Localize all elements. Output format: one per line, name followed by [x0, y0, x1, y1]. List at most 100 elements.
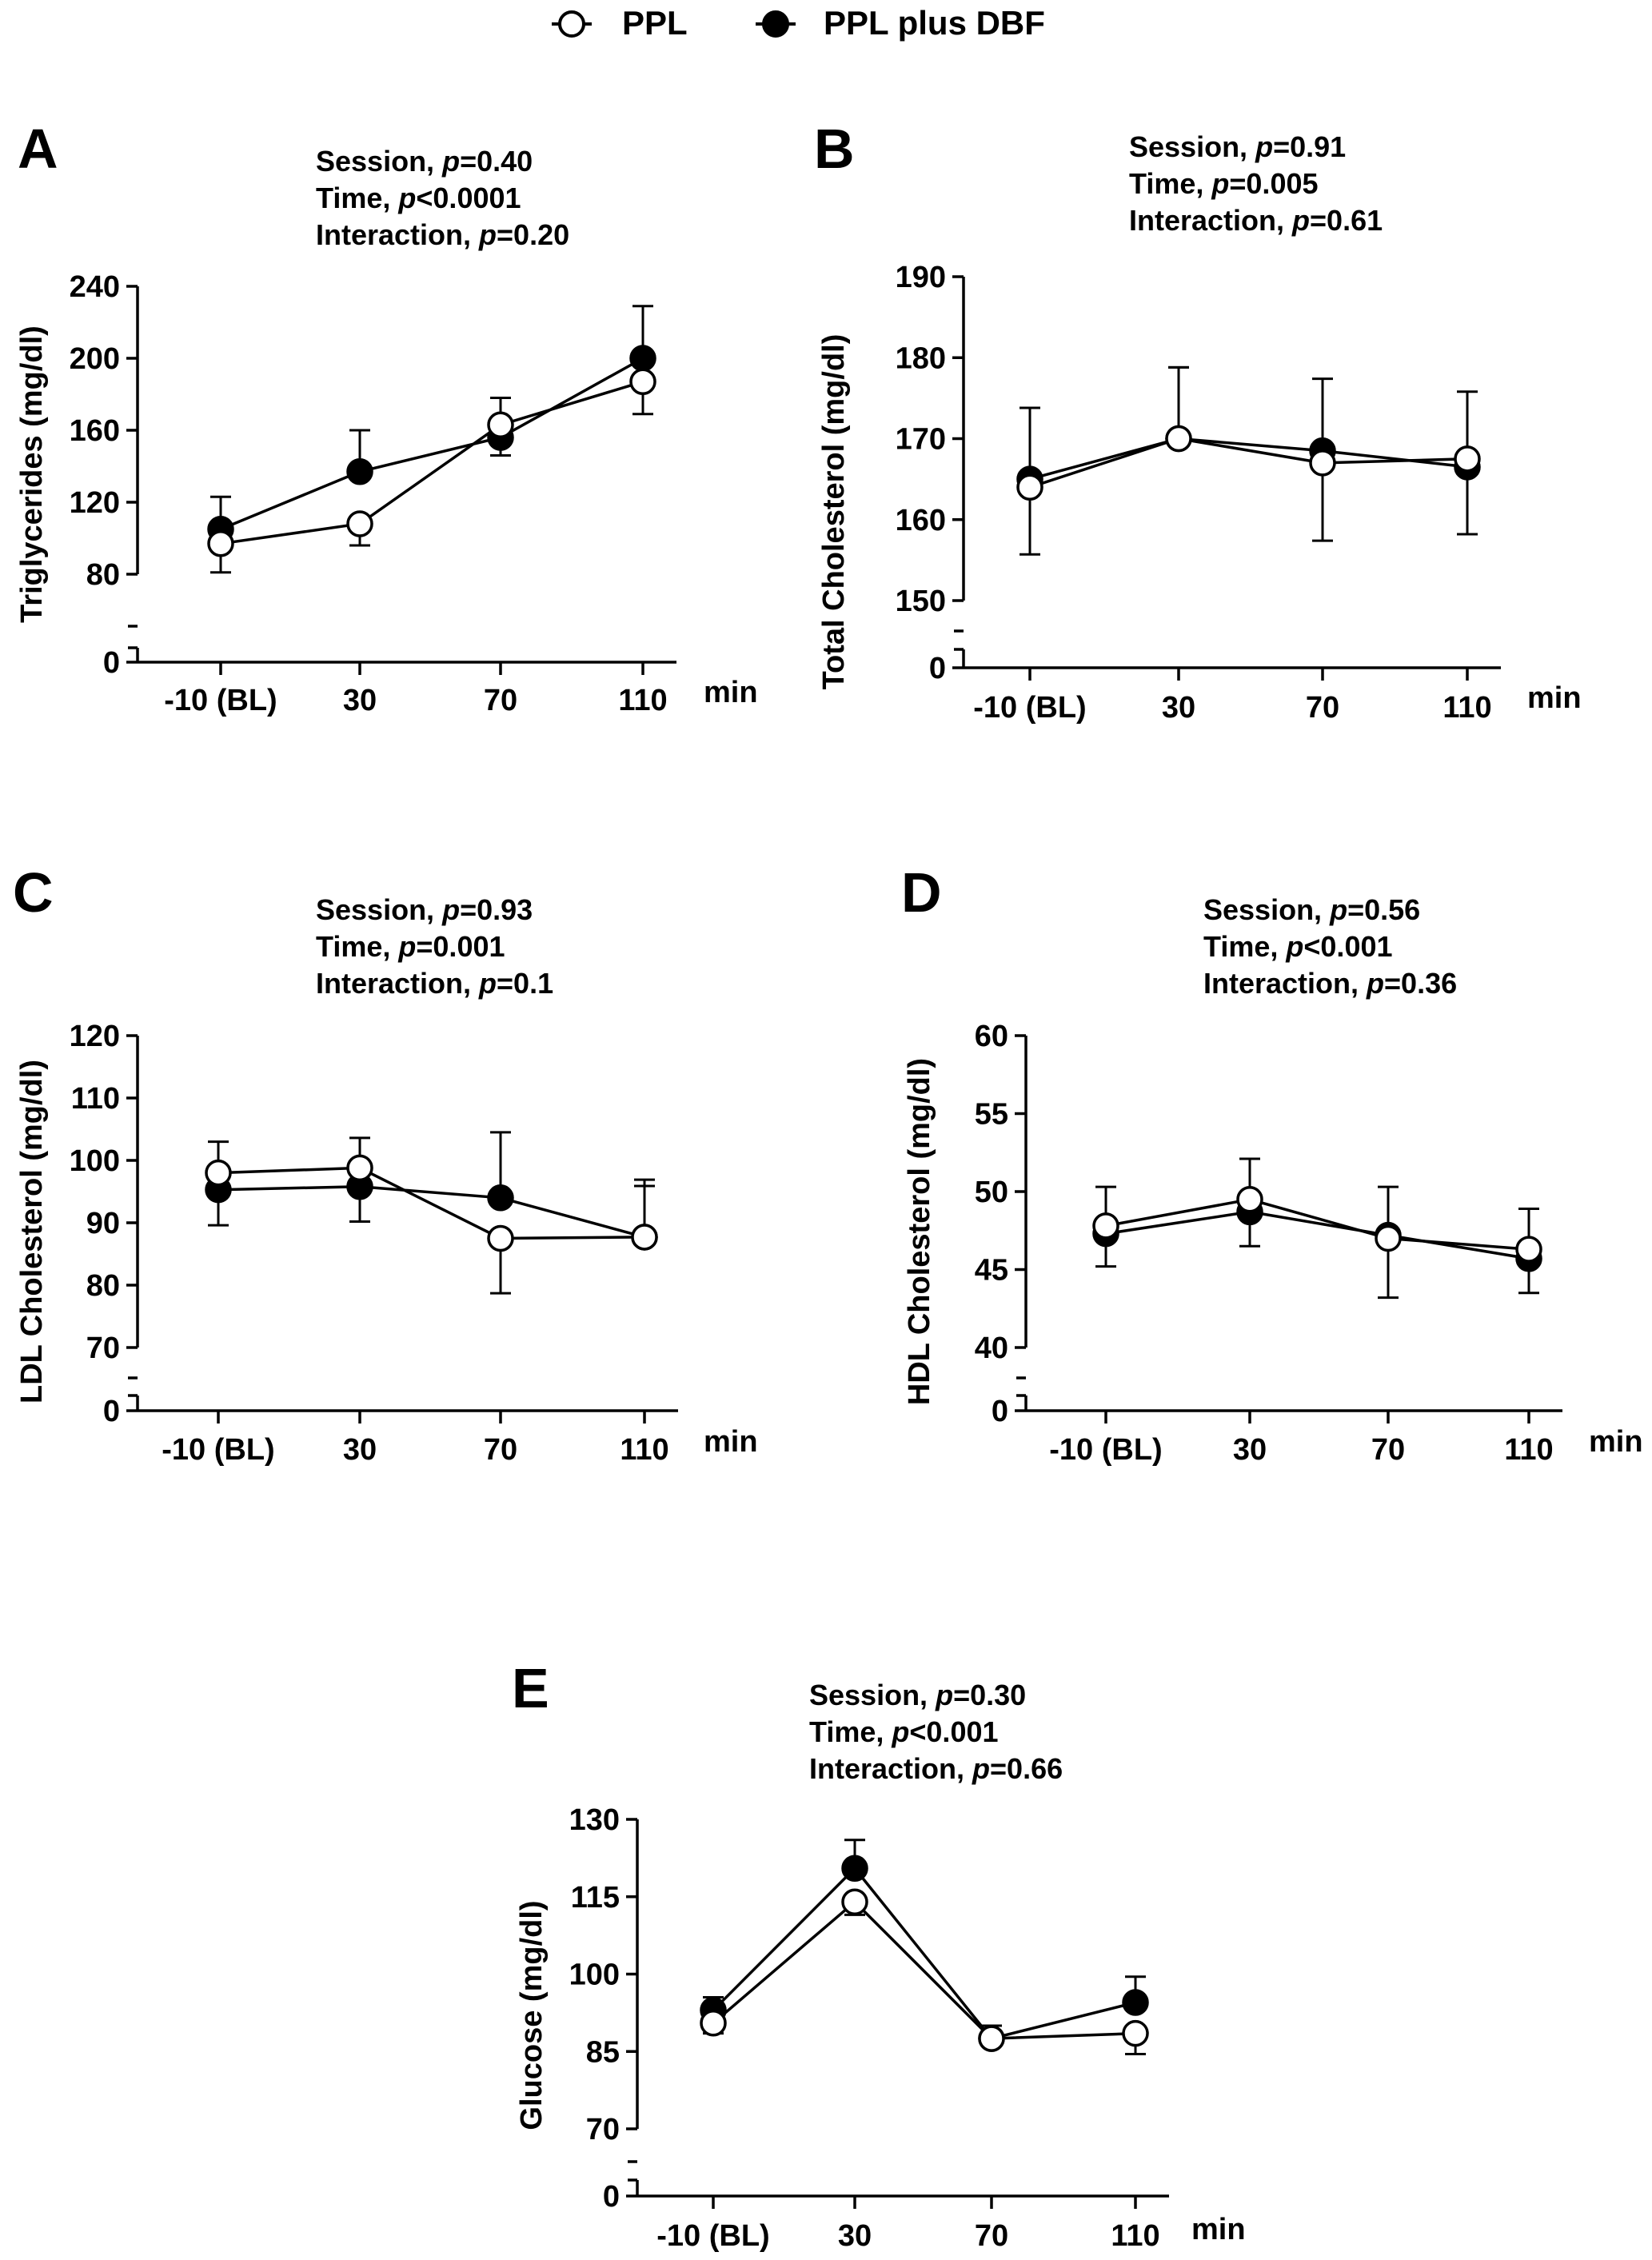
y-axis-label-b: Total Cholesterol (mg/dl)	[817, 334, 851, 690]
legend-marker-ppl-plus-dbf	[762, 10, 789, 38]
stats-label: Interaction,	[316, 218, 479, 251]
data-point-d-ppl	[1236, 1186, 1263, 1213]
stats-p: p	[1366, 967, 1384, 1000]
stats-value: =0.001	[416, 930, 505, 963]
y-tick-label-e: 85	[586, 2035, 620, 2069]
stats-line-d-2: Time, p<0.001	[1203, 930, 1393, 963]
data-point-e-ppl	[1122, 2019, 1149, 2047]
stats-value: =0.93	[460, 893, 533, 926]
stats-label: Time,	[316, 930, 398, 963]
y-tick-label-c: 120	[70, 1020, 120, 1053]
stats-p: p	[972, 1752, 990, 1785]
x-axis-label-b: min	[1527, 681, 1582, 715]
data-point-e-ppl	[978, 2025, 1005, 2052]
legend-marker-ppl	[558, 10, 585, 38]
data-point-a-ppl	[487, 411, 514, 438]
data-point-d-ppl	[1092, 1212, 1119, 1240]
stats-line-c-2: Time, p=0.001	[316, 930, 505, 963]
stats-line-e-1: Session, p=0.30	[809, 1679, 1026, 1711]
x-tick-label-d: 110	[1504, 1433, 1553, 1467]
y-axis-label-e: Glucose (mg/dl)	[515, 1900, 549, 2130]
y-tick-label-d: 45	[975, 1254, 1008, 1288]
y-tick-label-c: 70	[86, 1332, 120, 1365]
data-point-e-ppl-plus-dbf	[841, 1855, 868, 1883]
data-point-a-ppl	[346, 510, 373, 537]
stats-line-a-3: Interaction, p=0.20	[316, 218, 569, 251]
legend-item-ppl-plus-dbf: PPL plus DBF	[756, 4, 1045, 42]
y-tick-label-e: 100	[569, 1959, 620, 1992]
y-tick-label-zero-e: 0	[603, 2180, 620, 2214]
y-tick-label-c: 110	[71, 1082, 120, 1116]
x-tick-label-c: 70	[484, 1433, 517, 1467]
series-line-c-ppl-plus-dbf	[217, 1185, 645, 1239]
y-tick-label-a: 240	[70, 270, 120, 304]
legend-label-ppl: PPL	[622, 4, 688, 42]
series-line-d-ppl-plus-dbf	[1105, 1210, 1530, 1260]
x-tick-label-e: -10 (BL)	[656, 2219, 769, 2253]
stats-p: p	[478, 218, 497, 251]
stats-value: =0.66	[990, 1752, 1063, 1785]
x-tick-label-c: 110	[620, 1433, 668, 1467]
x-tick-label-a: -10 (BL)	[164, 684, 277, 717]
y-tick-label-d: 50	[975, 1176, 1008, 1209]
data-point-a-ppl	[207, 530, 234, 557]
stats-value: =0.40	[460, 145, 533, 178]
x-axis-label-e: min	[1191, 2213, 1246, 2246]
stats-label: Session,	[1203, 893, 1330, 926]
series-line-a-ppl	[220, 380, 644, 545]
stats-line-b-2: Time, p=0.005	[1129, 167, 1319, 200]
stats-p: p	[1285, 930, 1303, 963]
data-point-b-ppl	[1016, 473, 1043, 501]
y-tick-label-d: 40	[975, 1332, 1008, 1365]
data-point-d-ppl	[1375, 1224, 1402, 1252]
data-point-b-ppl	[1165, 425, 1192, 453]
stats-p: p	[1329, 893, 1347, 926]
data-point-e-ppl-plus-dbf	[1122, 1989, 1149, 2016]
y-tick-label-zero-d: 0	[992, 1395, 1008, 1428]
stats-p: p	[478, 967, 497, 1000]
x-tick-label-a: 70	[484, 684, 517, 717]
x-tick-label-b: 110	[1443, 691, 1491, 725]
x-tick-label-e: 30	[838, 2219, 872, 2253]
stats-p: p	[891, 1715, 909, 1748]
stats-label: Interaction,	[316, 967, 479, 1000]
stats-line-a-2: Time, p<0.0001	[316, 182, 521, 214]
legend-item-ppl: PPL	[552, 4, 688, 42]
stats-value: =0.91	[1273, 130, 1346, 163]
x-tick-label-c: -10 (BL)	[162, 1433, 274, 1467]
stats-label: Session,	[316, 893, 442, 926]
y-tick-label-c: 80	[86, 1269, 120, 1303]
y-tick-label-d: 55	[975, 1098, 1008, 1132]
panel-letter-b: B	[814, 118, 855, 180]
y-tick-label-zero-a: 0	[103, 646, 120, 680]
stats-p: p	[441, 893, 460, 926]
y-tick-label-b: 190	[896, 261, 946, 294]
y-tick-label-b: 150	[896, 585, 946, 618]
y-axis-label-d: HDL Cholesterol (mg/dl)	[903, 1058, 936, 1405]
y-tick-label-e: 130	[569, 1803, 620, 1837]
x-tick-label-b: 70	[1306, 691, 1339, 725]
series-line-e-ppl-plus-dbf	[712, 1866, 1136, 2041]
x-tick-label-d: 30	[1233, 1433, 1267, 1467]
stats-label: Session,	[1129, 130, 1255, 163]
stats-line-c-3: Interaction, p=0.1	[316, 967, 553, 1000]
stats-label: Time,	[1129, 167, 1211, 200]
stats-p: p	[935, 1679, 953, 1711]
stats-line-d-3: Interaction, p=0.36	[1203, 967, 1457, 1000]
stats-value: =0.36	[1384, 967, 1457, 1000]
x-tick-label-b: -10 (BL)	[973, 691, 1086, 725]
panel-letter-a: A	[18, 118, 58, 180]
series-line-c-ppl	[217, 1166, 645, 1240]
y-tick-label-a: 80	[86, 558, 120, 592]
data-point-a-ppl	[629, 368, 656, 395]
stats-line-e-3: Interaction, p=0.66	[809, 1752, 1063, 1785]
stats-line-d-1: Session, p=0.56	[1203, 893, 1420, 926]
panel-letter-e: E	[512, 1657, 549, 1719]
y-tick-label-zero-b: 0	[929, 652, 946, 685]
data-point-a-ppl-plus-dbf	[629, 345, 656, 372]
